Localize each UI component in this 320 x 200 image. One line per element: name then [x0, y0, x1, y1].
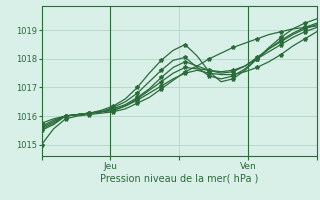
X-axis label: Pression niveau de la mer( hPa ): Pression niveau de la mer( hPa ) [100, 173, 258, 183]
